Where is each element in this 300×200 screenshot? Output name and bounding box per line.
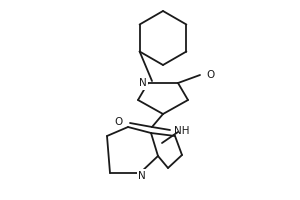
Text: N: N xyxy=(138,171,146,181)
Text: O: O xyxy=(115,117,123,127)
Text: O: O xyxy=(206,70,214,80)
Text: N: N xyxy=(139,78,147,88)
Text: NH: NH xyxy=(174,126,190,136)
